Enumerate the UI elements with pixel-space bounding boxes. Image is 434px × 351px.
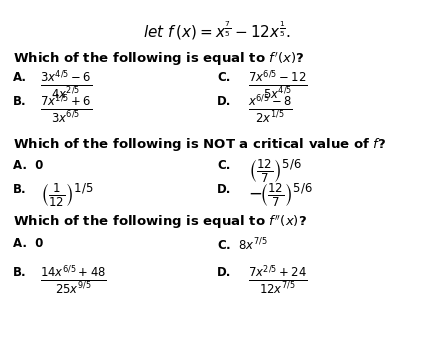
Text: $\frac{14x^{6/5}+48}{25x^{9/5}}$: $\frac{14x^{6/5}+48}{25x^{9/5}}$	[40, 264, 107, 297]
Text: Which of the following is equal to $f'(x)$?: Which of the following is equal to $f'(x…	[13, 50, 304, 68]
Text: D.: D.	[217, 266, 231, 279]
Text: A.  0: A. 0	[13, 237, 43, 250]
Text: $\frac{7x^{1/5}+6}{3x^{6/5}}$: $\frac{7x^{1/5}+6}{3x^{6/5}}$	[40, 93, 92, 126]
Text: D.: D.	[217, 95, 231, 108]
Text: $\left(\frac{1}{12}\right)^{1/5}$: $\left(\frac{1}{12}\right)^{1/5}$	[40, 181, 93, 208]
Text: A.  0: A. 0	[13, 159, 43, 172]
Text: $\mathit{let}\ \mathit{f}\,(x) = x^{\frac{7}{5}} - 12x^{\frac{1}{5}}.$: $\mathit{let}\ \mathit{f}\,(x) = x^{\fra…	[143, 19, 291, 42]
Text: C.: C.	[217, 159, 230, 172]
Text: Which of the following is equal to $f''(x)$?: Which of the following is equal to $f''(…	[13, 213, 307, 231]
Text: C.: C.	[217, 71, 230, 84]
Text: A.: A.	[13, 71, 27, 84]
Text: $\frac{7x^{2/5}+24}{12x^{7/5}}$: $\frac{7x^{2/5}+24}{12x^{7/5}}$	[248, 264, 308, 297]
Text: $\frac{3x^{4/5}-6}{4x^{2/5}}$: $\frac{3x^{4/5}-6}{4x^{2/5}}$	[40, 69, 92, 102]
Text: B.: B.	[13, 183, 26, 196]
Text: $\frac{7x^{6/5}-12}{5x^{4/5}}$: $\frac{7x^{6/5}-12}{5x^{4/5}}$	[248, 69, 308, 102]
Text: $\left(\frac{12}{7}\right)^{5/6}$: $\left(\frac{12}{7}\right)^{5/6}$	[248, 158, 302, 185]
Text: D.: D.	[217, 183, 231, 196]
Text: Which of the following is NOT a critical value of $f$?: Which of the following is NOT a critical…	[13, 136, 386, 153]
Text: $\frac{x^{6/5}-8}{2x^{1/5}}$: $\frac{x^{6/5}-8}{2x^{1/5}}$	[248, 93, 293, 126]
Text: B.: B.	[13, 266, 26, 279]
Text: C.  $8x^{7/5}$: C. $8x^{7/5}$	[217, 237, 268, 253]
Text: $-\!\left(\frac{12}{7}\right)^{5/6}$: $-\!\left(\frac{12}{7}\right)^{5/6}$	[248, 181, 313, 208]
Text: B.: B.	[13, 95, 26, 108]
